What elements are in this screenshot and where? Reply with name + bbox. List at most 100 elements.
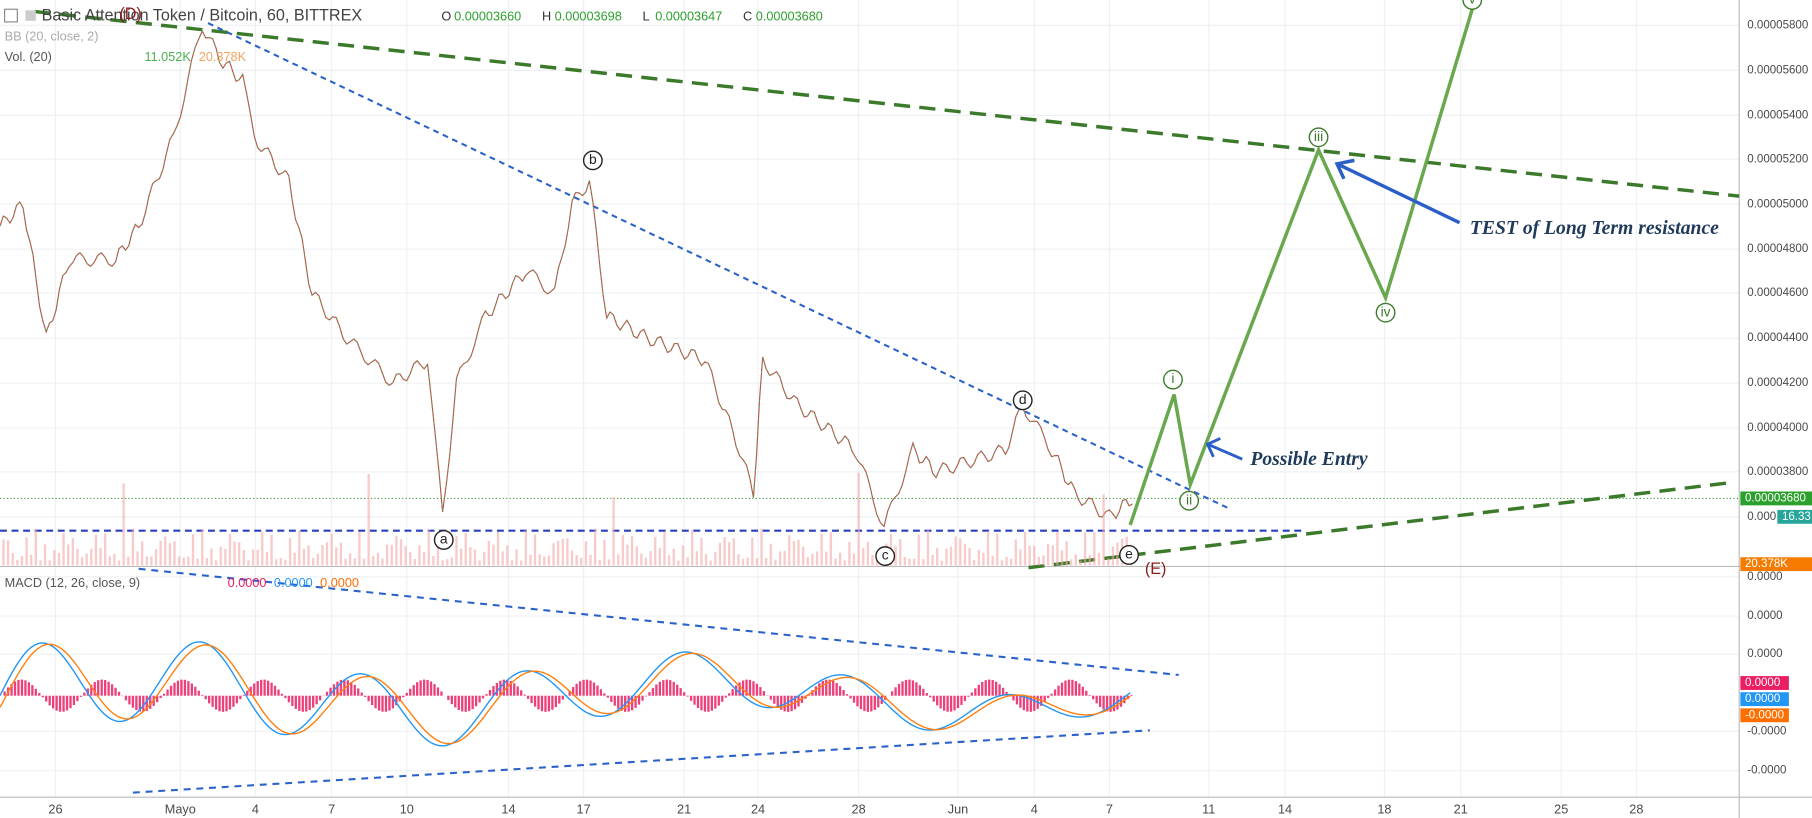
wave-label: a xyxy=(440,531,448,547)
volume-bar xyxy=(353,558,356,566)
volume-bar xyxy=(404,546,407,566)
macd-histogram xyxy=(994,681,998,696)
macd-histogram xyxy=(377,695,381,711)
volume-bar xyxy=(2,539,5,566)
macd-histogram xyxy=(336,681,339,696)
macd-histogram xyxy=(936,695,939,706)
macd-histogram xyxy=(263,679,266,696)
volume-bar xyxy=(672,548,675,566)
volume-bar xyxy=(820,533,823,566)
macd-tag xyxy=(1740,708,1789,723)
volume-bar xyxy=(478,560,481,566)
volume-bar xyxy=(1051,545,1054,566)
volume-bar xyxy=(441,560,444,566)
macd-histogram xyxy=(901,681,904,696)
volume-bar xyxy=(422,551,426,566)
price-label: 0.00005800 xyxy=(1747,19,1808,31)
volume-bar xyxy=(496,532,500,566)
price-label: 0.00004800 xyxy=(1747,243,1808,255)
macd-histogram xyxy=(998,684,1001,696)
macd-histogram xyxy=(932,695,935,702)
macd-histogram xyxy=(956,695,960,709)
volume-bar xyxy=(1107,558,1110,566)
volume-bar xyxy=(113,553,116,566)
price-tag-label: 0.00003680 xyxy=(1745,492,1806,504)
volume-bar xyxy=(654,536,657,566)
macd-histogram xyxy=(634,695,637,708)
volume-bar xyxy=(996,533,999,566)
macd-histogram xyxy=(991,680,994,696)
volume-bar xyxy=(792,541,796,566)
volume-bar xyxy=(580,557,583,566)
macd-histogram xyxy=(707,695,710,712)
macd-line xyxy=(0,641,1131,747)
macd-histogram xyxy=(440,691,443,696)
macd-histogram xyxy=(1098,695,1102,707)
price-label: 0.00005400 xyxy=(1747,109,1808,121)
symbol: Basic Attention Token / Bitcoin, 60, BIT… xyxy=(42,6,363,24)
macd-histogram xyxy=(988,679,991,696)
volume-bar xyxy=(593,528,597,566)
macd-histogram xyxy=(942,695,946,711)
macd-histogram xyxy=(676,684,679,696)
macd-histogram xyxy=(908,679,911,696)
volume-bar xyxy=(663,531,666,566)
volume-bar xyxy=(307,545,310,566)
wave-label: (E) xyxy=(1145,560,1167,578)
macd-histogram xyxy=(1012,695,1015,701)
volume-bar xyxy=(533,534,537,566)
macd-histogram xyxy=(977,684,980,696)
macd-histogram xyxy=(13,681,17,696)
macd-histogram xyxy=(641,695,644,701)
macd-histogram xyxy=(627,695,630,712)
macd-histogram xyxy=(34,688,37,696)
volume-bar xyxy=(191,534,195,566)
macd-histogram xyxy=(1057,685,1060,696)
macd-histogram xyxy=(786,695,790,712)
volume-bar xyxy=(228,534,232,566)
volume-bar xyxy=(598,560,601,566)
price-series-up xyxy=(0,29,1133,528)
price-label: 0.000 xyxy=(1747,511,1776,523)
wave-label: b xyxy=(589,151,597,167)
macd-histogram xyxy=(450,695,453,705)
wave-label: c xyxy=(882,547,889,563)
macd-histogram xyxy=(873,695,876,710)
macd-value: 0.0000 xyxy=(228,576,267,590)
macd-tag xyxy=(1740,676,1789,690)
volume-bar xyxy=(1000,560,1004,566)
macd-histogram xyxy=(214,695,218,710)
volume-bar xyxy=(649,551,652,566)
volume-bar xyxy=(621,535,625,566)
price-label: 0.00005200 xyxy=(1747,153,1808,165)
macd-histogram xyxy=(260,679,263,696)
volume-bar xyxy=(344,558,347,566)
volume-bar xyxy=(205,557,209,566)
macd-histogram xyxy=(967,695,970,697)
macd-histogram xyxy=(575,683,578,696)
macd-histogram xyxy=(1109,695,1112,712)
volume-bar xyxy=(48,560,51,566)
volume-bar xyxy=(57,552,61,566)
macd-histogram xyxy=(481,695,485,699)
macd-histogram xyxy=(1105,695,1109,712)
volume-bar xyxy=(1019,549,1022,566)
volume-bar xyxy=(85,553,88,566)
macd-histogram xyxy=(970,692,974,696)
macd-histogram xyxy=(724,695,727,698)
macd-histogram xyxy=(270,682,273,696)
volume-bar xyxy=(903,557,906,566)
volume-bar xyxy=(233,541,236,566)
macd-histogram xyxy=(218,695,221,712)
macd-histogram xyxy=(981,682,984,696)
macd-histogram xyxy=(312,695,315,708)
macd-histogram xyxy=(367,695,370,702)
time-label: 17 xyxy=(577,802,591,816)
macd-histogram xyxy=(364,695,367,697)
macd-histogram xyxy=(433,684,436,696)
macd-histogram xyxy=(1085,690,1088,696)
volume-bar xyxy=(704,554,708,566)
macd-histogram xyxy=(558,695,561,704)
volume-bar xyxy=(43,544,47,566)
